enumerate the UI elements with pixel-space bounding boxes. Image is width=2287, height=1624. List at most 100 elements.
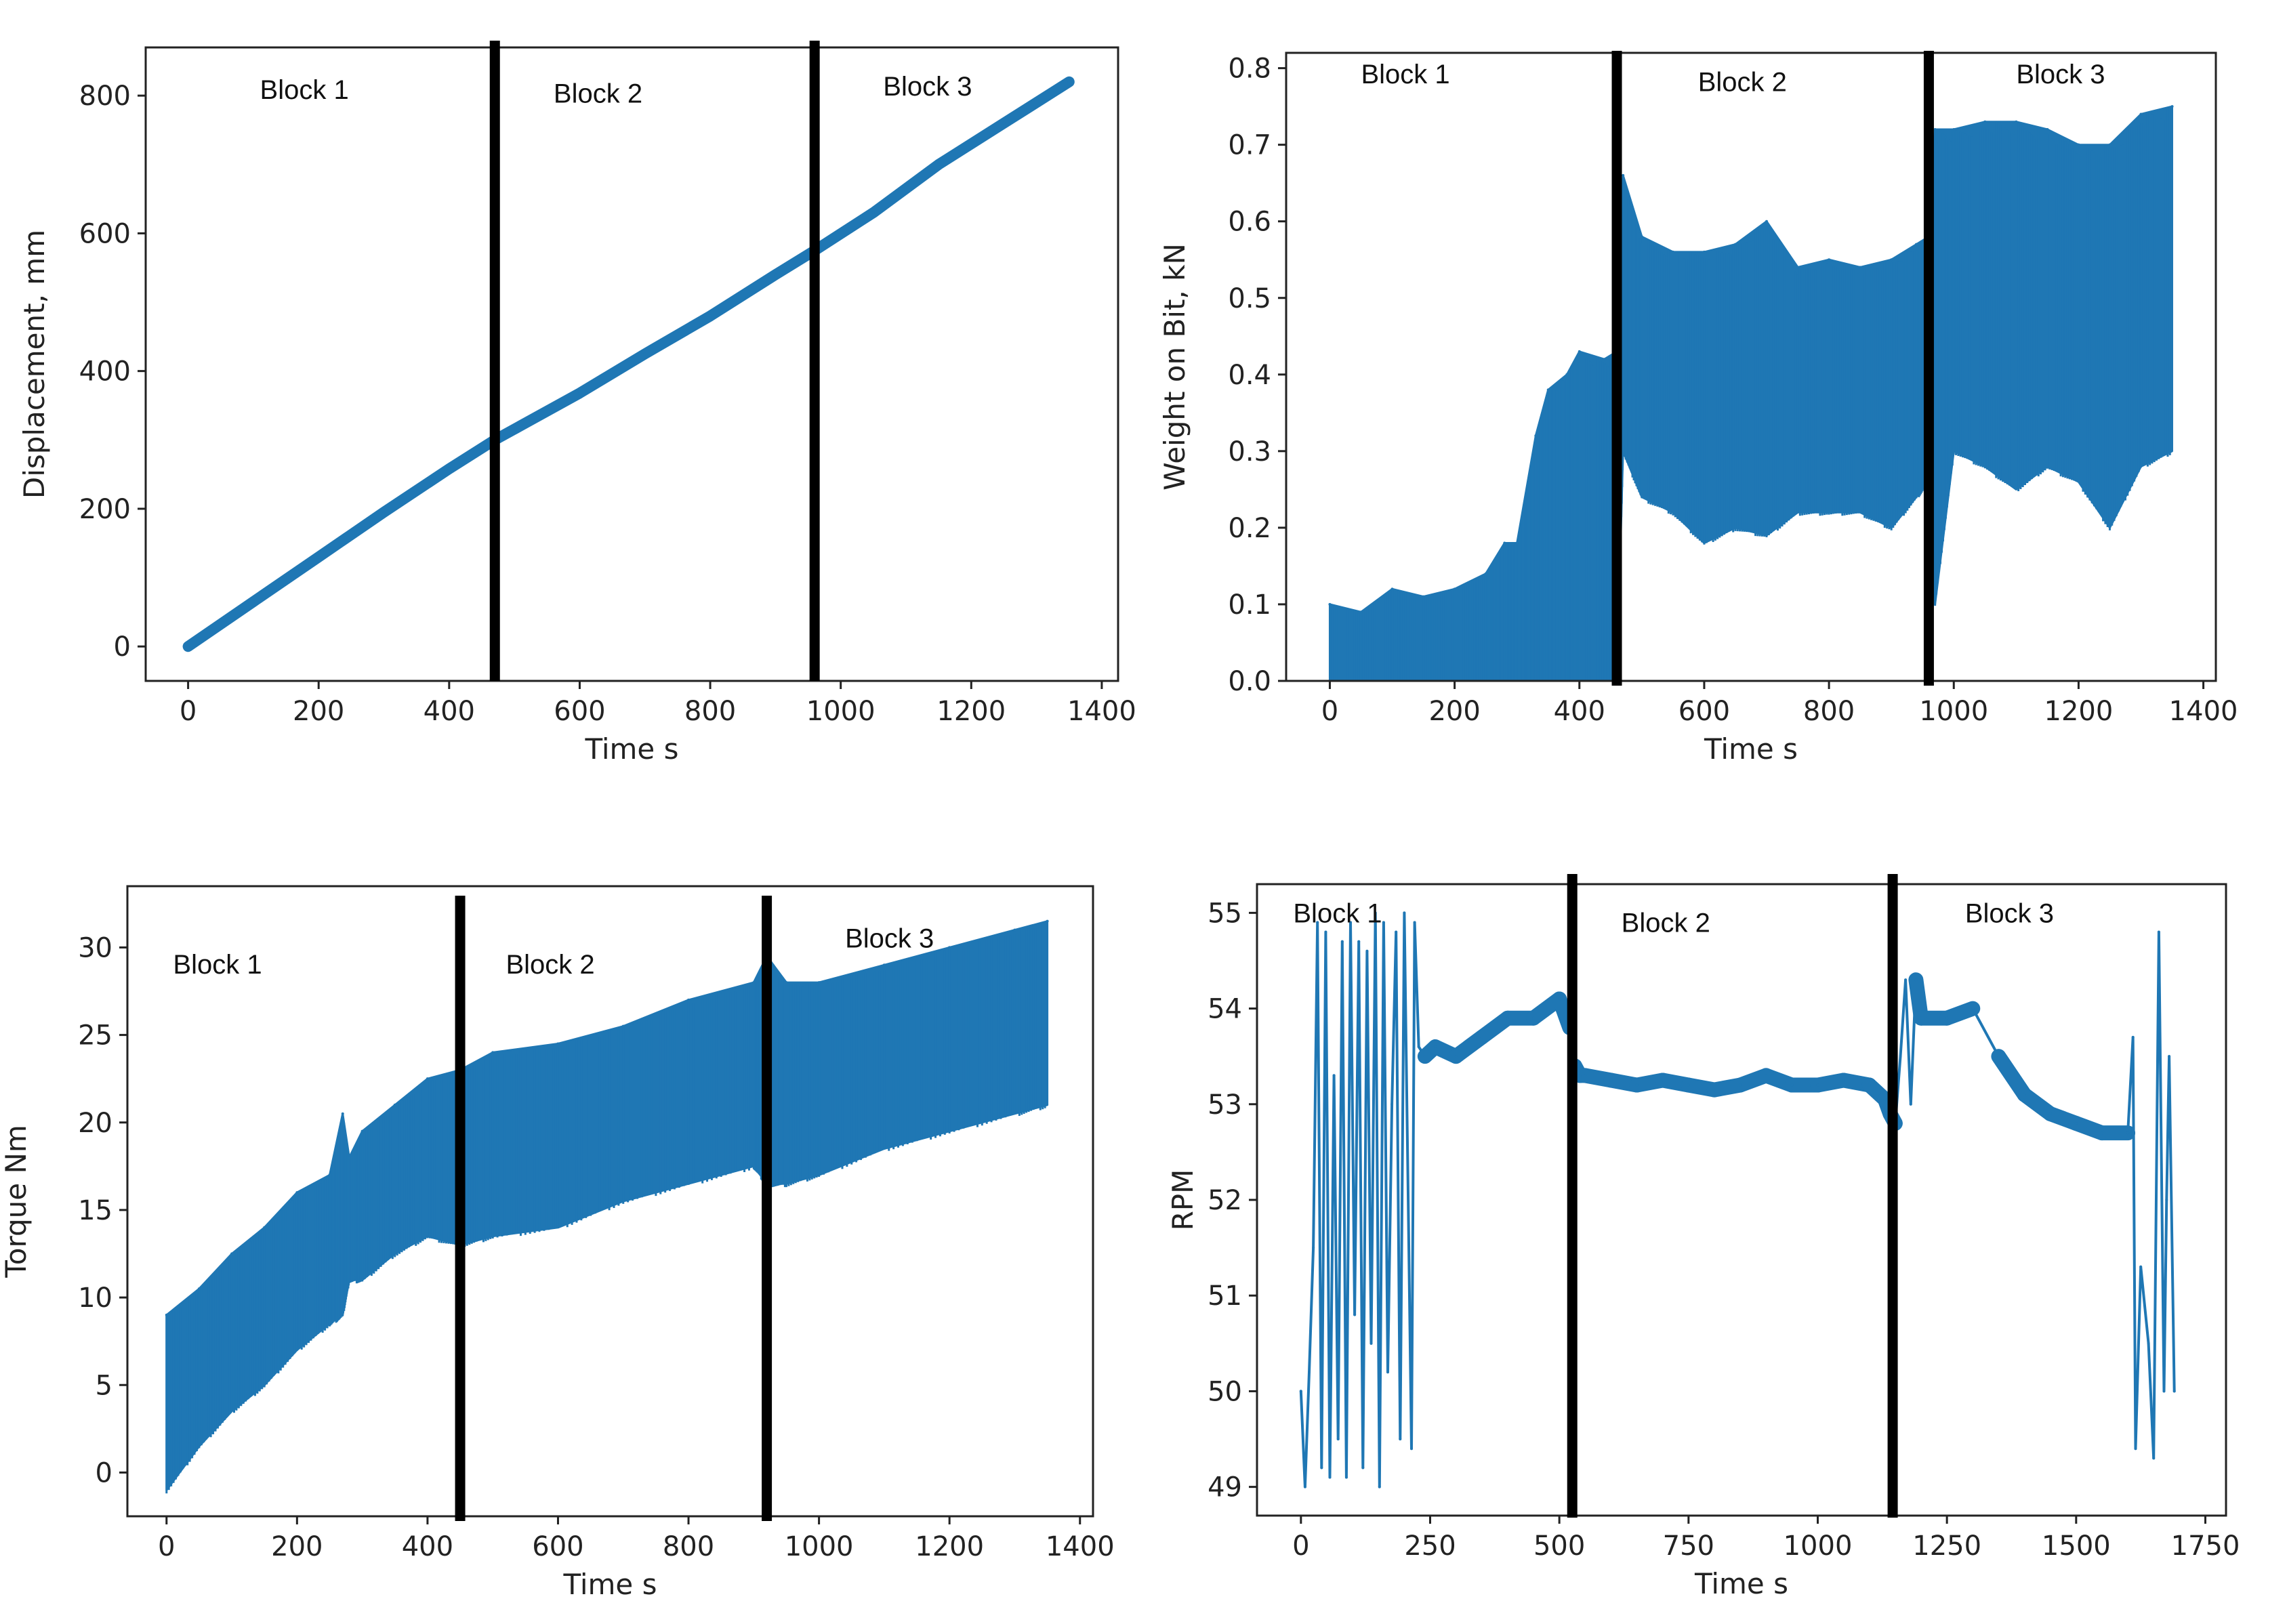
series-point bbox=[1609, 1079, 1613, 1082]
series-point bbox=[2168, 1055, 2171, 1058]
series-point bbox=[1661, 1079, 1664, 1082]
series-point bbox=[1534, 434, 1538, 438]
series-point bbox=[1578, 1074, 1582, 1077]
series-point bbox=[2170, 105, 2174, 108]
x-tick-label: 0 bbox=[180, 696, 197, 727]
x-tick-label: 0 bbox=[1321, 696, 1338, 727]
y-tick-label: 49 bbox=[1208, 1472, 1242, 1503]
series-point bbox=[1395, 930, 1398, 934]
y-axis-label: RPM bbox=[1166, 1169, 1199, 1231]
y-tick-label: 51 bbox=[1208, 1281, 1242, 1312]
series-point bbox=[263, 1226, 266, 1229]
y-tick-label: 53 bbox=[1208, 1089, 1242, 1121]
series-point bbox=[1403, 911, 1406, 915]
series-point bbox=[2172, 1390, 2176, 1393]
x-tick-label: 1250 bbox=[1912, 1531, 1981, 1562]
y-tick-label: 25 bbox=[78, 1020, 112, 1052]
series-point bbox=[1914, 978, 1918, 982]
y-tick-label: 30 bbox=[78, 932, 112, 963]
series-point bbox=[2139, 1265, 2143, 1268]
series-point bbox=[1558, 997, 1561, 1001]
y-tick-label: 0.5 bbox=[1228, 283, 1271, 314]
series-point bbox=[1687, 1083, 1690, 1087]
series-point bbox=[1361, 1466, 1365, 1470]
y-tick-label: 400 bbox=[79, 356, 131, 388]
x-tick-label: 600 bbox=[1678, 696, 1730, 727]
series-point bbox=[871, 211, 875, 214]
x-tick-label: 1200 bbox=[915, 1531, 984, 1562]
x-tick-label: 1200 bbox=[936, 696, 1006, 727]
y-tick-label: 0 bbox=[96, 1457, 112, 1488]
series-point bbox=[817, 981, 821, 984]
y-tick-label: 55 bbox=[1208, 898, 1242, 929]
series-point bbox=[1904, 978, 1908, 982]
series-point bbox=[709, 314, 712, 318]
series-point bbox=[1067, 80, 1071, 83]
series-point bbox=[1382, 921, 1385, 924]
x-tick-label: 800 bbox=[663, 1531, 714, 1562]
series-point bbox=[2139, 112, 2143, 116]
series-point bbox=[2152, 1457, 2156, 1460]
block-label: Block 1 bbox=[1293, 898, 1382, 928]
series-point bbox=[1454, 1055, 1458, 1058]
series-point bbox=[1002, 121, 1006, 125]
x-axis-label: Time s bbox=[1694, 1567, 1788, 1600]
series-point bbox=[295, 1191, 299, 1194]
block-label: Block 2 bbox=[506, 950, 594, 980]
series-point bbox=[1390, 587, 1394, 591]
series-point bbox=[1909, 1102, 1912, 1106]
y-tick-label: 52 bbox=[1208, 1185, 1242, 1216]
x-tick-label: 600 bbox=[554, 696, 605, 727]
series-point bbox=[1671, 250, 1674, 253]
series-point bbox=[882, 963, 886, 967]
series-point bbox=[1484, 572, 1487, 575]
y-tick-label: 800 bbox=[79, 81, 131, 112]
block-label: Block 2 bbox=[1698, 68, 1787, 98]
axes-frame bbox=[144, 46, 1119, 682]
series-point bbox=[1890, 258, 1893, 262]
series-point bbox=[1565, 373, 1569, 376]
series-point bbox=[643, 352, 646, 356]
x-tick-label: 1200 bbox=[2044, 696, 2114, 727]
series-point bbox=[2046, 128, 2049, 131]
series-point bbox=[1883, 1098, 1887, 1101]
x-tick-label: 400 bbox=[402, 1531, 453, 1562]
axes-frame bbox=[126, 885, 1094, 1518]
series-point bbox=[1308, 1371, 1311, 1374]
y-tick-label: 0.8 bbox=[1228, 54, 1271, 85]
series-point bbox=[197, 1287, 201, 1291]
x-tick-label: 750 bbox=[1663, 1531, 1714, 1562]
series-point bbox=[1952, 128, 1956, 131]
y-tick-label: 0.4 bbox=[1228, 360, 1271, 391]
series-point bbox=[1390, 1102, 1394, 1106]
series-point bbox=[2077, 143, 2080, 146]
y-tick-label: 20 bbox=[78, 1108, 112, 1139]
series-point bbox=[230, 1252, 234, 1255]
series-point bbox=[1316, 921, 1319, 924]
y-tick-label: 54 bbox=[1208, 994, 1242, 1025]
series-point bbox=[1515, 541, 1519, 545]
y-tick-label: 50 bbox=[1208, 1376, 1242, 1407]
y-axis-label: Displacement, mm bbox=[18, 230, 51, 499]
x-tick-label: 1000 bbox=[806, 696, 875, 727]
series-point bbox=[1933, 128, 1937, 131]
series-point bbox=[687, 998, 691, 1001]
series-point bbox=[1413, 921, 1416, 924]
series-point bbox=[1733, 243, 1737, 246]
series-point bbox=[1374, 911, 1377, 915]
series-point bbox=[2048, 1112, 2052, 1115]
series-point bbox=[2165, 1199, 2168, 1201]
series-point bbox=[1357, 940, 1361, 943]
x-tick-label: 1000 bbox=[785, 1531, 854, 1562]
x-tick-label: 400 bbox=[1554, 696, 1605, 727]
y-tick-label: 0.6 bbox=[1228, 207, 1271, 238]
block-label: Block 1 bbox=[260, 75, 349, 105]
series-point bbox=[1320, 1466, 1323, 1470]
series-point bbox=[1997, 1055, 2000, 1058]
series-point bbox=[1332, 1074, 1336, 1077]
series-point bbox=[1407, 1217, 1410, 1221]
series-point bbox=[1765, 220, 1769, 223]
series-point bbox=[393, 1103, 396, 1106]
series-point bbox=[1417, 1045, 1420, 1049]
block-label: Block 3 bbox=[2016, 60, 2105, 89]
